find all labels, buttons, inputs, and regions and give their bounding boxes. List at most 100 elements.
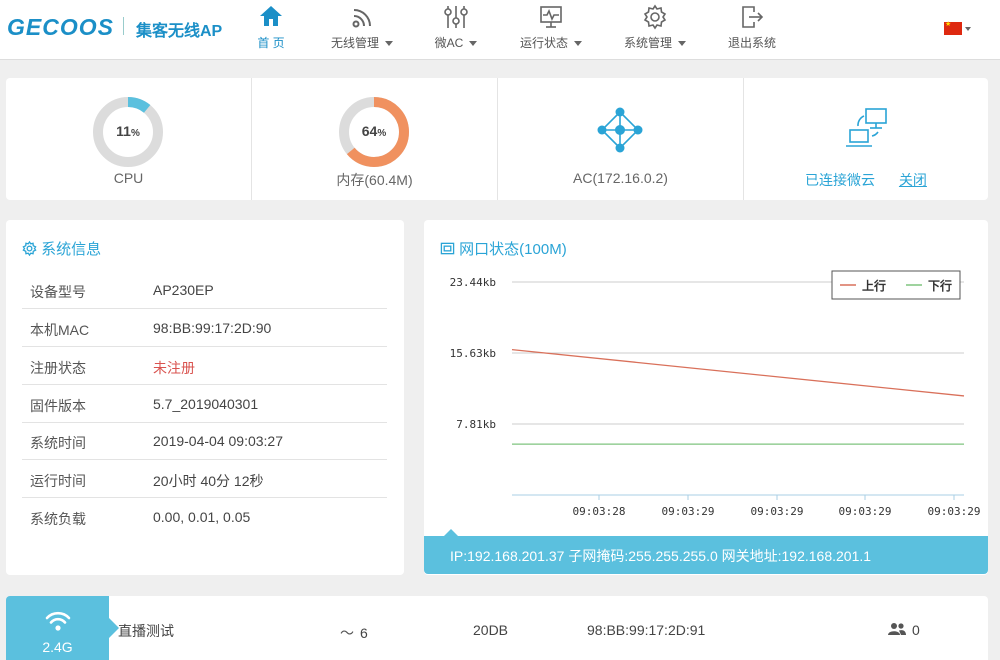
monitor-icon: [510, 0, 592, 34]
wifi-icon: [320, 0, 404, 34]
cloud-close-link[interactable]: 关闭: [898, 172, 927, 188]
channel-info: 〜 6: [340, 623, 368, 643]
network-nodes-icon: [597, 107, 643, 153]
tx-power: 20DB: [473, 622, 509, 638]
sysinfo-title-row: 系统信息: [22, 238, 101, 259]
info-value: 5.7_2019040301: [153, 396, 259, 412]
sliders-icon: [424, 0, 488, 34]
info-value: 20小时 40分 12秒: [153, 473, 264, 489]
stats-divider: [251, 78, 252, 200]
bssid: 98:BB:99:17:2D:91: [587, 622, 706, 638]
info-row-mac: 本机MAC 98:BB:99:17:2D:90: [22, 309, 387, 347]
memory-stat: 64% 内存(60.4M): [252, 78, 497, 200]
chevron-down-icon: [574, 41, 582, 47]
info-key: 运行时间: [30, 473, 86, 489]
home-icon: [246, 0, 296, 34]
pulse-icon: 〜: [340, 625, 354, 641]
brand-logo[interactable]: GECOOS: [7, 14, 114, 40]
cpu-value: 11: [116, 123, 131, 139]
cloud-status-link[interactable]: 已连接微云: [805, 172, 876, 188]
cpu-stat: 11% CPU: [6, 78, 251, 200]
cpu-unit: %: [131, 128, 140, 139]
info-key: 注册状态: [30, 360, 86, 376]
network-title-row: 网口状态(100M): [440, 238, 567, 259]
memory-value: 64: [362, 123, 378, 139]
nav-micro-ac-label: 微AC: [434, 36, 464, 50]
wifi-icon: [45, 611, 71, 631]
cloud-status-row: 已连接微云 关闭: [744, 170, 988, 190]
nav-logout-label: 退出系统: [727, 36, 776, 50]
ssid-name: 直播测试: [118, 623, 174, 639]
info-key: 系统时间: [30, 435, 86, 451]
info-value: 98:BB:99:17:2D:90: [153, 320, 272, 336]
nav-home[interactable]: 首 页: [246, 0, 296, 60]
top-navbar: GECOOS 集客无线AP 首 页 无线管理 微AC 运行状态 系统管理: [0, 0, 1000, 60]
nav-wireless[interactable]: 无线管理: [320, 0, 404, 60]
users-icon: [888, 623, 906, 635]
info-value: 2019-04-04 09:03:27: [153, 433, 283, 449]
channel-value: 6: [360, 625, 368, 641]
x-tick-label: 09:03:28: [573, 505, 626, 518]
nav-system[interactable]: 系统管理: [614, 0, 696, 60]
wlan-row[interactable]: 2.4G 直播测试 〜 6 20DB 98:BB:99:17:2D:91 0: [6, 596, 988, 660]
stats-divider: [497, 78, 498, 200]
memory-label: 内存(60.4M): [336, 172, 413, 188]
brand-subtitle: 集客无线AP: [136, 23, 223, 40]
memory-gauge: 64%: [339, 97, 409, 167]
gear-icon: [22, 240, 37, 257]
network-title: 网口状态(100M): [459, 241, 567, 258]
stats-divider: [743, 78, 744, 200]
sysinfo-panel: [6, 220, 404, 575]
chevron-down-icon: [678, 41, 686, 47]
band-label: 2.4G: [42, 639, 73, 655]
legend-label: 下行: [928, 278, 952, 293]
traffic-chart: 23.44kb 15.63kb 7.81kb 09:03:28 09:03:29 09:0…: [450, 270, 981, 518]
info-row-load: 系统负载 0.00, 0.01, 0.05: [22, 498, 387, 536]
svg-text:64%: 64%: [362, 123, 387, 139]
ac-stat: AC(172.16.0.2): [498, 78, 743, 200]
nav-wireless-label: 无线管理: [330, 36, 379, 50]
band-badge: 2.4G: [6, 596, 119, 660]
register-status-value[interactable]: 未注册: [153, 360, 195, 376]
chevron-down-icon: [385, 41, 393, 47]
ip-info-bar: IP:192.168.201.37 子网掩码:255.255.255.0 网关地…: [424, 529, 988, 574]
cpu-gauge: 11%: [93, 97, 163, 167]
sysinfo-title: 系统信息: [41, 241, 102, 258]
port-icon: [440, 242, 455, 255]
clients-count: 0: [912, 622, 920, 638]
x-tick-label: 09:03:29: [662, 505, 715, 518]
cn-flag-icon[interactable]: [944, 20, 962, 35]
info-value: 0.00, 0.01, 0.05: [153, 509, 251, 525]
nav-run-status[interactable]: 运行状态: [510, 0, 592, 60]
info-key: 本机MAC: [30, 322, 90, 338]
y-tick-label: 15.63kb: [450, 347, 496, 360]
info-key: 设备型号: [30, 284, 86, 300]
gear-icon: [614, 0, 696, 34]
info-row-register: 注册状态 未注册: [22, 347, 387, 385]
cloud-stat: 已连接微云 关闭: [744, 78, 988, 200]
x-tick-label: 09:03:29: [839, 505, 892, 518]
series-line-up: [511, 348, 965, 397]
nav-logout[interactable]: 退出系统: [722, 0, 782, 60]
legend-label: 上行: [862, 278, 886, 293]
svg-text:11%: 11%: [116, 123, 140, 139]
y-tick-label: 7.81kb: [456, 418, 496, 431]
memory-unit: %: [377, 128, 386, 139]
nav-system-label: 系统管理: [623, 36, 672, 50]
info-row-firmware: 固件版本 5.7_2019040301: [22, 385, 387, 423]
chevron-down-icon[interactable]: [965, 27, 971, 31]
nav-run-status-label: 运行状态: [519, 36, 568, 50]
nav-micro-ac[interactable]: 微AC: [424, 0, 488, 60]
x-tick-label: 09:03:29: [751, 505, 804, 518]
info-value: AP230EP: [153, 282, 214, 298]
chevron-down-icon: [469, 41, 478, 47]
info-row-model: 设备型号 AP230EP: [22, 271, 387, 309]
clients-info: 0: [887, 622, 920, 638]
x-tick-label: 09:03:29: [928, 505, 981, 518]
computer-link-icon: [846, 108, 887, 147]
nav-home-label: 首 页: [257, 36, 285, 50]
logout-icon: [722, 0, 782, 34]
cpu-label: CPU: [113, 170, 144, 186]
info-row-uptime: 运行时间 20小时 40分 12秒: [22, 460, 387, 498]
ac-label: AC(172.16.0.2): [573, 170, 668, 186]
